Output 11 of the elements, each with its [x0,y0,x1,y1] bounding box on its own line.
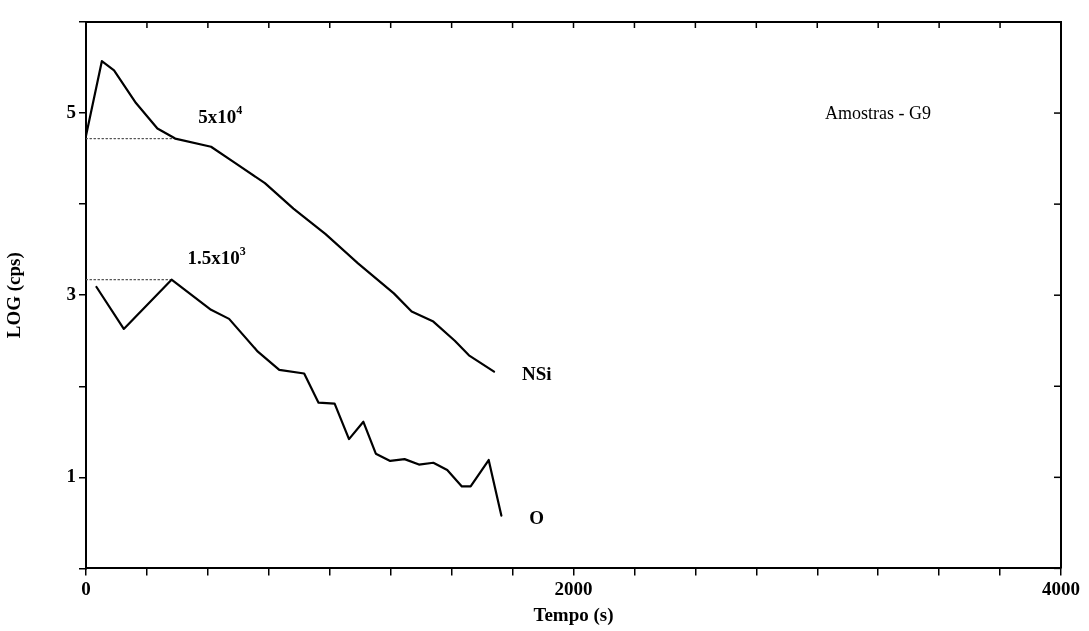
y-tick-label: 3 [66,283,76,305]
series-label: NSi [522,362,552,384]
y-tick-label: 5 [66,100,76,122]
x-tick-label: 4000 [1042,577,1080,599]
y-tick-label: 1 [66,465,76,487]
annotation: Amostras - G9 [825,103,931,123]
x-axis-title: Tempo (s) [533,603,614,626]
series-label: O [529,506,545,528]
x-tick-label: 2000 [554,577,593,599]
y-axis-title: LOG (cps) [3,252,26,339]
x-tick-label: 0 [81,577,91,599]
